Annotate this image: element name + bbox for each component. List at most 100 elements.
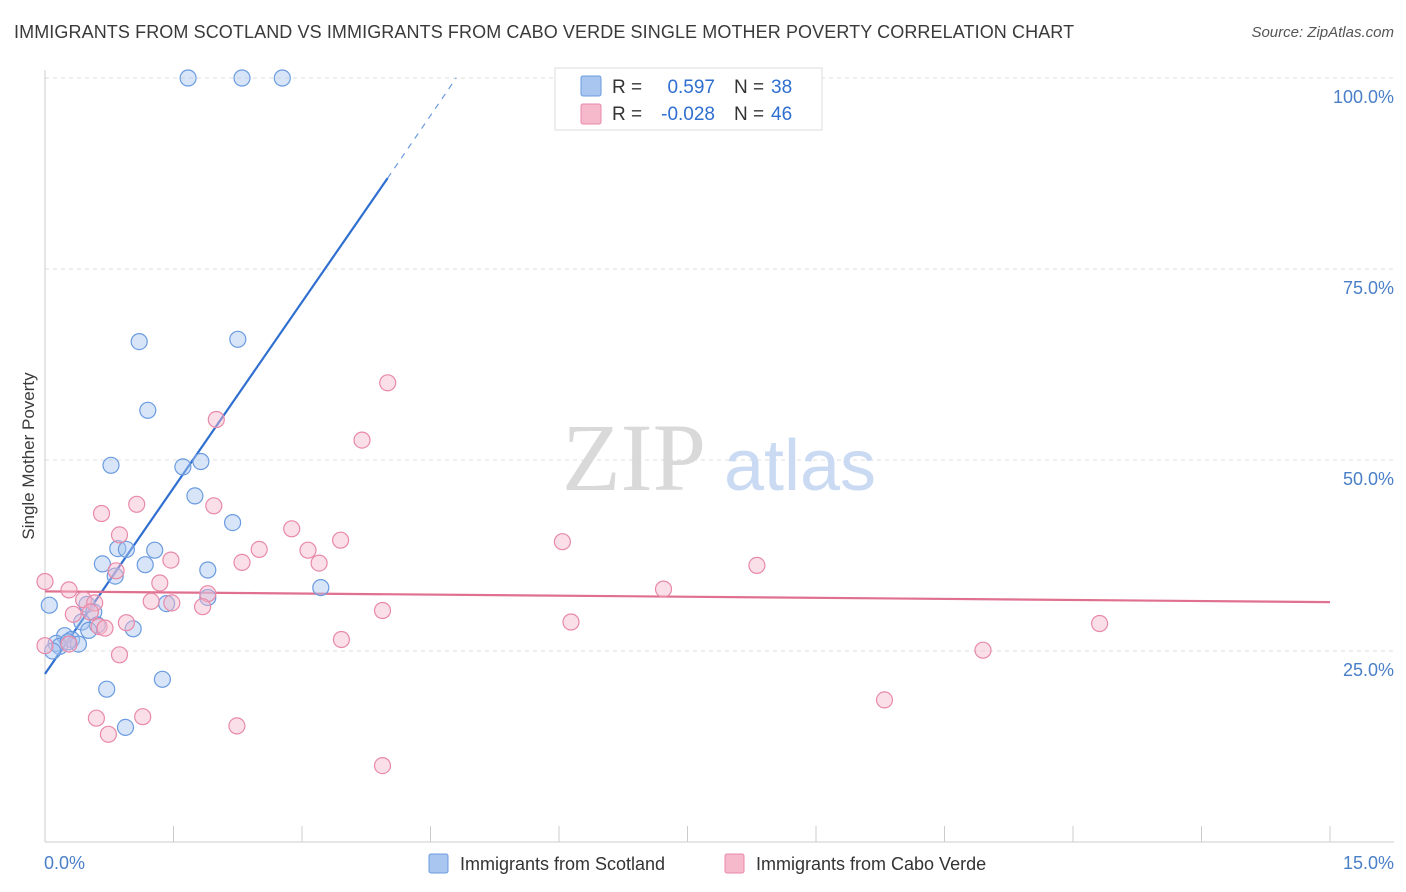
cabo-verde-point: [92, 504, 111, 523]
scotland-point: [124, 620, 142, 638]
scotland-trend-extension: [387, 77, 457, 179]
scotland-point: [312, 578, 330, 597]
trend-lines: [44, 77, 1331, 675]
cabo-verde-trend-line: [44, 590, 1331, 604]
scotland-point: [117, 540, 136, 559]
bottom-legend-swatch-cabo-verde: [724, 853, 745, 874]
y-tick-labels: 25.0% 50.0% 75.0% 100.0%: [1333, 87, 1394, 680]
cabo-verde-point: [283, 520, 301, 538]
legend-r-value-2: -0.028: [661, 104, 715, 125]
cabo-verde-point: [60, 635, 78, 653]
cabo-verde-point: [974, 641, 992, 659]
bottom-legend-label-cabo-verde: Immigrants from Cabo Verde: [756, 854, 986, 874]
cabo-verde-point: [194, 598, 212, 616]
x-tick-label-left: 0.0%: [44, 853, 85, 873]
scotland-point: [199, 561, 217, 579]
cabo-verde-point: [562, 613, 580, 631]
cabo-verde-point: [36, 572, 54, 591]
scotland-point: [98, 680, 116, 698]
legend-r-value-1: 0.597: [667, 77, 715, 98]
scotland-point: [273, 69, 291, 87]
legend-n-label-1: N =: [734, 77, 764, 98]
scotland-point: [106, 567, 124, 585]
scotland-point: [40, 596, 58, 614]
series-legend: Immigrants from Scotland Immigrants from…: [428, 853, 986, 874]
scotland-point: [229, 330, 247, 348]
chart-title: IMMIGRANTS FROM SCOTLAND VS IMMIGRANTS F…: [14, 22, 1075, 42]
cabo-verde-point: [332, 630, 350, 649]
cabo-verde-point: [875, 691, 894, 709]
cabo-verde-point: [373, 756, 392, 775]
cabo-verde-point: [99, 725, 118, 743]
x-axis-ticks: [173, 826, 1331, 842]
cabo-verde-point: [36, 637, 54, 655]
cabo-verde-point: [207, 410, 225, 429]
cabo-verde-point: [332, 531, 350, 549]
bottom-legend-swatch-scotland: [428, 853, 449, 874]
y-axis-label: Single Mother Poverty: [19, 372, 38, 540]
cabo-verde-point: [163, 594, 181, 612]
scotland-point: [130, 333, 148, 351]
legend-swatch-cabo-verde: [580, 103, 602, 125]
scotland-point: [233, 69, 251, 87]
legend-r-label-1: R =: [612, 77, 642, 98]
scotland-point: [93, 555, 112, 573]
legend-n-value-2: 46: [771, 104, 792, 125]
y-tick-label: 50.0%: [1343, 469, 1394, 489]
cabo-verde-point: [107, 562, 125, 580]
source-credit: Source: ZipAtlas.com: [1251, 24, 1394, 41]
cabo-verde-point: [128, 495, 146, 513]
cabo-verde-point: [250, 540, 268, 559]
cabo-verde-point: [379, 374, 397, 392]
cabo-verde-point: [373, 601, 392, 620]
cabo-verde-point: [90, 617, 108, 636]
cabo-verde-point: [151, 574, 169, 592]
scotland-point: [136, 556, 154, 574]
scotland-point: [69, 635, 88, 653]
cabo-verde-point: [353, 431, 371, 449]
scotland-point: [179, 69, 197, 87]
bottom-legend-label-scotland: Immigrants from Scotland: [460, 854, 665, 874]
cabo-verde-point: [81, 603, 100, 621]
cabo-verde-point: [654, 580, 673, 598]
scotland-point: [102, 456, 120, 474]
cabo-verde-point: [162, 551, 180, 569]
legend-n-label-2: N =: [734, 104, 764, 125]
legend-swatch-scotland: [580, 75, 602, 97]
cabo-verde-point: [110, 646, 129, 664]
cabo-verde-point: [60, 581, 78, 599]
cabo-verde-point: [205, 497, 223, 515]
scotland-point: [174, 458, 192, 476]
cabo-verde-point: [310, 554, 328, 572]
cabo-verde-point: [1090, 614, 1109, 633]
cabo-verde-point: [64, 605, 82, 623]
legend-r-label-2: R =: [612, 104, 642, 125]
cabo-verde-point: [748, 556, 766, 575]
cabo-verde-point: [553, 533, 572, 551]
scotland-point: [116, 718, 135, 737]
cabo-verde-point: [233, 553, 251, 572]
scotland-point: [186, 487, 204, 505]
cabo-verde-point: [110, 526, 129, 544]
cabo-verde-point: [96, 619, 114, 637]
data-points: [36, 69, 1109, 775]
scotland-point: [139, 401, 157, 419]
cabo-verde-point: [142, 592, 160, 610]
y-tick-label: 75.0%: [1343, 278, 1394, 298]
y-tick-label: 100.0%: [1333, 87, 1394, 107]
scotland-point: [192, 452, 210, 471]
stats-legend: R = 0.597 N = 38 R = -0.028 N = 46: [554, 67, 823, 131]
cabo-verde-point: [117, 614, 136, 632]
x-tick-label-right: 15.0%: [1343, 853, 1394, 873]
cabo-verde-point: [86, 594, 104, 612]
scotland-point: [80, 621, 98, 640]
cabo-verde-point: [87, 709, 106, 727]
scotland-point: [153, 670, 171, 688]
scotland-point: [199, 588, 217, 607]
watermark-atlas: atlas: [724, 426, 876, 506]
cabo-verde-point: [199, 585, 217, 603]
scotland-point: [224, 513, 242, 532]
cabo-verde-point: [228, 717, 246, 735]
watermark-zip: ZIP: [562, 404, 706, 511]
